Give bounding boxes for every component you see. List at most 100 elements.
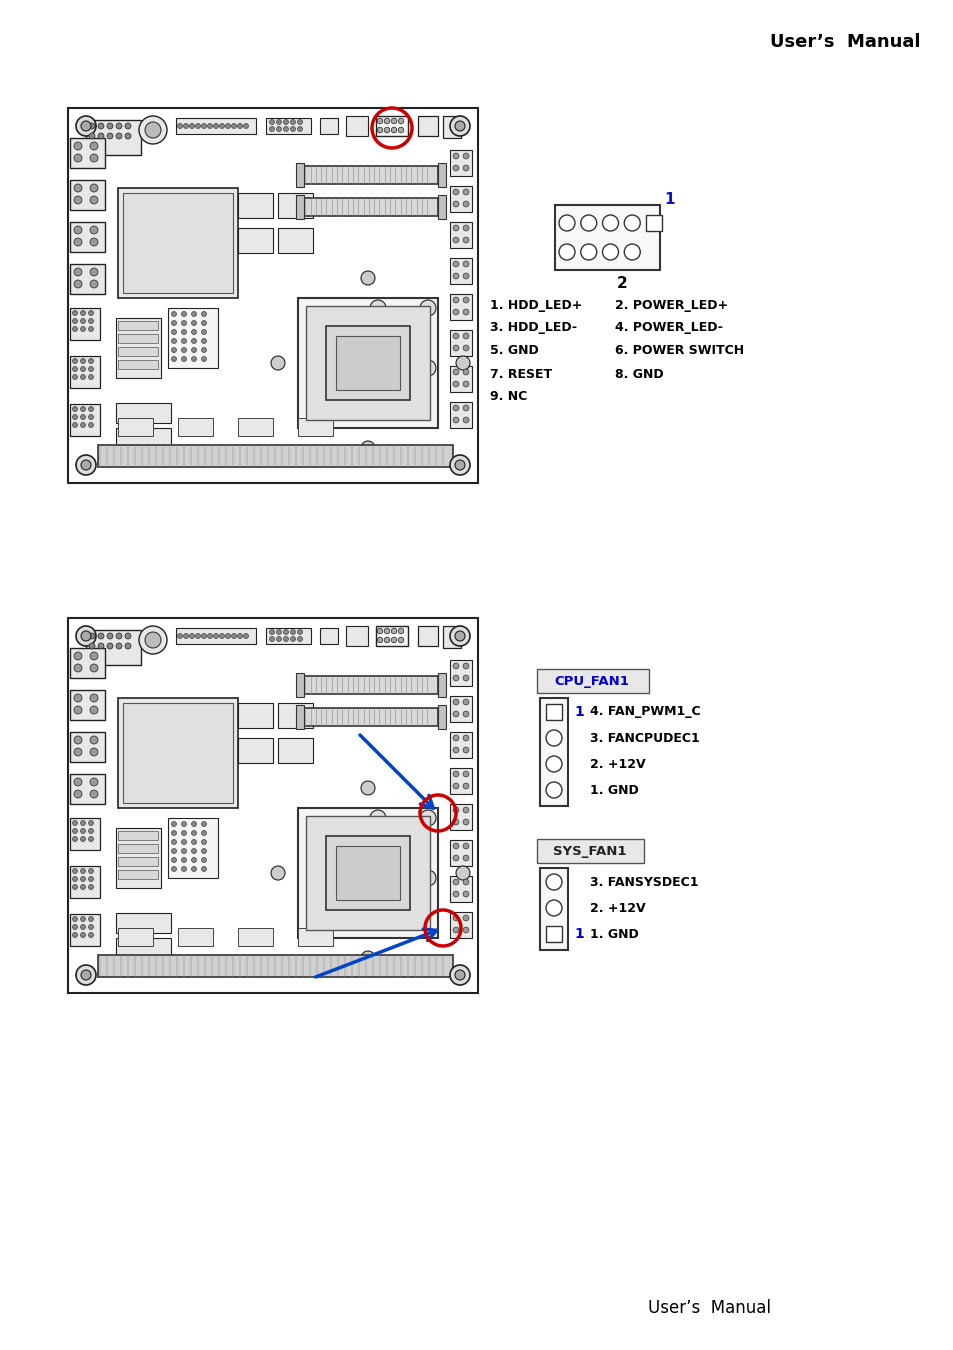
Bar: [118, 418, 152, 436]
Circle shape: [74, 664, 82, 672]
Circle shape: [201, 830, 206, 836]
Circle shape: [89, 327, 93, 332]
Circle shape: [545, 730, 561, 747]
Circle shape: [376, 637, 382, 643]
Circle shape: [192, 347, 196, 352]
Bar: [375, 116, 408, 136]
Circle shape: [90, 664, 98, 672]
Circle shape: [384, 127, 390, 132]
Circle shape: [391, 628, 396, 633]
Circle shape: [213, 633, 218, 639]
Circle shape: [80, 423, 86, 428]
Bar: [306, 815, 430, 930]
Circle shape: [80, 821, 86, 825]
Text: 3. HDD_LED-: 3. HDD_LED-: [490, 321, 577, 335]
Circle shape: [172, 830, 176, 836]
Circle shape: [269, 120, 274, 124]
Circle shape: [72, 406, 77, 412]
Bar: [450, 768, 472, 794]
Circle shape: [90, 184, 98, 192]
Circle shape: [462, 807, 469, 813]
Circle shape: [297, 629, 302, 634]
Circle shape: [181, 822, 186, 826]
Circle shape: [462, 381, 469, 387]
Bar: [450, 913, 472, 938]
Bar: [326, 325, 410, 400]
Circle shape: [456, 356, 470, 370]
Circle shape: [80, 414, 86, 420]
Circle shape: [462, 783, 469, 788]
Bar: [450, 329, 472, 356]
Circle shape: [76, 116, 96, 136]
Circle shape: [172, 347, 176, 352]
Bar: [450, 876, 472, 902]
Circle shape: [462, 165, 469, 171]
Circle shape: [181, 312, 186, 316]
Circle shape: [72, 821, 77, 825]
Circle shape: [219, 123, 224, 128]
Bar: [555, 205, 659, 270]
Circle shape: [181, 347, 186, 352]
Circle shape: [90, 748, 98, 756]
Circle shape: [145, 122, 161, 138]
Circle shape: [72, 359, 77, 363]
Circle shape: [243, 633, 248, 639]
Bar: [118, 188, 237, 298]
Circle shape: [291, 120, 295, 124]
Circle shape: [291, 636, 295, 641]
Circle shape: [276, 127, 281, 131]
Circle shape: [98, 643, 104, 649]
Circle shape: [453, 699, 458, 705]
Circle shape: [98, 134, 104, 139]
Circle shape: [225, 633, 231, 639]
Circle shape: [269, 636, 274, 641]
Circle shape: [81, 630, 91, 641]
Bar: [450, 150, 472, 176]
Circle shape: [462, 189, 469, 194]
Bar: [168, 308, 218, 369]
Circle shape: [213, 123, 218, 128]
Circle shape: [391, 119, 396, 124]
Circle shape: [462, 819, 469, 825]
Circle shape: [192, 339, 196, 343]
Circle shape: [81, 460, 91, 470]
Circle shape: [72, 310, 77, 316]
Bar: [70, 308, 100, 340]
Bar: [297, 927, 333, 946]
Bar: [266, 628, 311, 644]
Circle shape: [190, 123, 194, 128]
Circle shape: [125, 643, 131, 649]
Circle shape: [172, 320, 176, 325]
Bar: [450, 402, 472, 428]
Circle shape: [89, 868, 93, 873]
Circle shape: [72, 423, 77, 428]
Circle shape: [370, 869, 386, 886]
Circle shape: [360, 950, 375, 965]
Circle shape: [80, 319, 86, 324]
Circle shape: [74, 279, 82, 288]
Bar: [297, 198, 437, 216]
Circle shape: [89, 837, 93, 841]
Bar: [450, 221, 472, 248]
Bar: [417, 626, 437, 647]
Bar: [168, 818, 218, 878]
Circle shape: [453, 663, 458, 670]
Circle shape: [545, 756, 561, 772]
Circle shape: [462, 201, 469, 207]
Circle shape: [76, 626, 96, 647]
Circle shape: [98, 123, 104, 130]
Bar: [118, 333, 158, 343]
Bar: [346, 116, 368, 136]
Circle shape: [370, 810, 386, 826]
Circle shape: [80, 868, 86, 873]
Circle shape: [89, 423, 93, 428]
Circle shape: [269, 629, 274, 634]
Text: 5. GND: 5. GND: [490, 344, 538, 358]
Bar: [450, 186, 472, 212]
Circle shape: [74, 154, 82, 162]
Circle shape: [462, 261, 469, 267]
Circle shape: [72, 917, 77, 922]
Bar: [450, 366, 472, 392]
Circle shape: [116, 134, 122, 139]
Circle shape: [243, 123, 248, 128]
